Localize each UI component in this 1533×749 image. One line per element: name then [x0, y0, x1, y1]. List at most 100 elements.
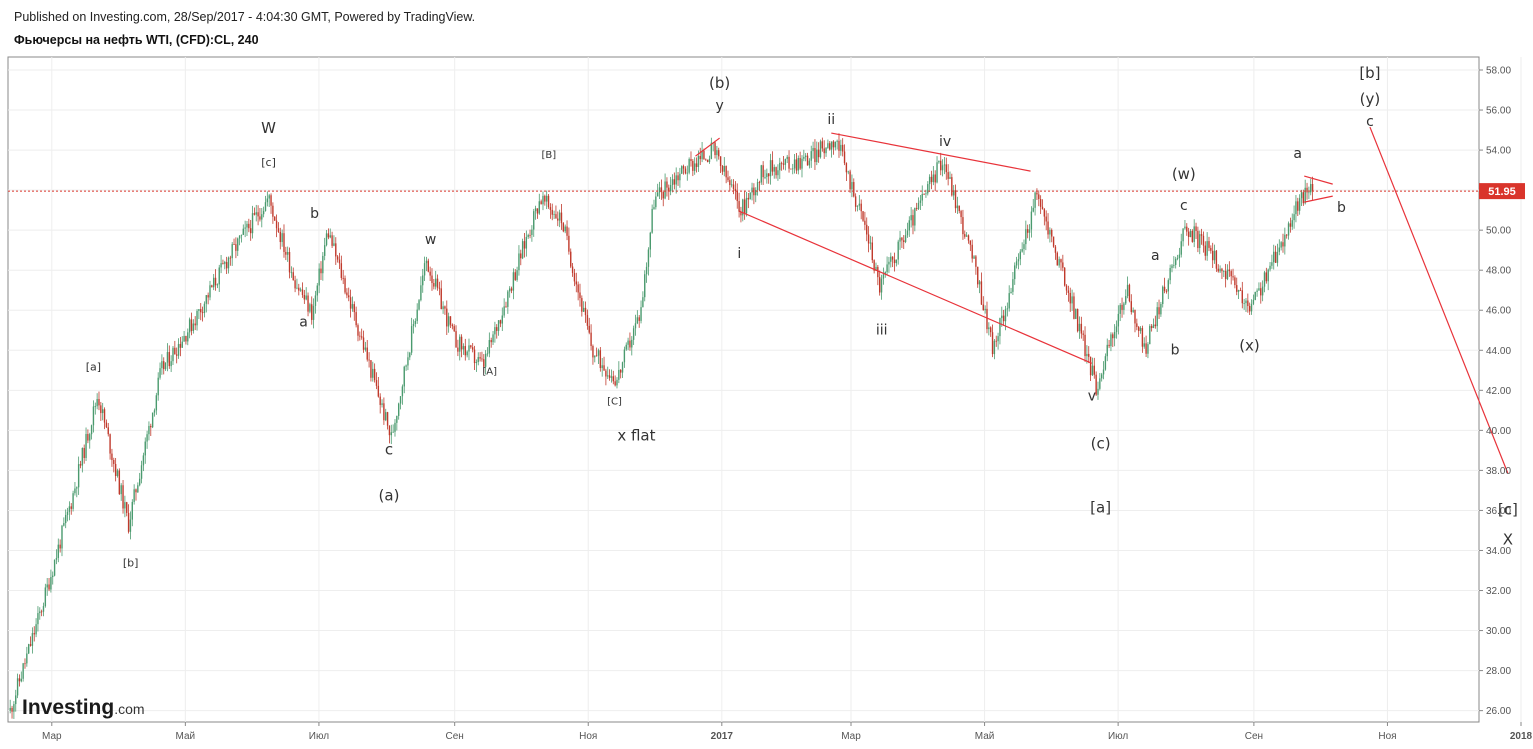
candle-up — [1169, 268, 1171, 281]
candle-down — [762, 165, 764, 178]
wave-label: W — [261, 119, 276, 137]
candle-up — [516, 270, 518, 280]
candle-down — [29, 644, 32, 646]
y-axis: 58.0056.0054.0052.0050.0048.0046.0044.00… — [1479, 66, 1511, 717]
y-tick-label: 34.00 — [1486, 546, 1511, 557]
candle-down — [499, 320, 502, 324]
candle-down — [614, 381, 616, 386]
candle-up — [1189, 230, 1192, 238]
candle-down — [1056, 252, 1058, 266]
candle-down — [348, 295, 350, 298]
candle-up — [899, 237, 901, 242]
candle-up — [255, 212, 257, 215]
candle-up — [314, 295, 317, 306]
candle-up — [636, 317, 639, 324]
candle-up — [484, 353, 487, 367]
candle-up — [649, 232, 651, 250]
candle-down — [40, 611, 43, 613]
candle-up — [686, 172, 688, 174]
candle-up — [856, 205, 859, 207]
candle-up — [42, 606, 45, 612]
candle-up — [1287, 223, 1290, 236]
candle-down — [878, 277, 881, 293]
candle-down — [1060, 259, 1062, 263]
candle-up — [1167, 280, 1169, 292]
candle-down — [451, 324, 454, 327]
candle-down — [335, 243, 337, 257]
wave-lines — [695, 126, 1509, 474]
candle-up — [161, 361, 163, 369]
candle-down — [1215, 250, 1218, 269]
candle-up — [1162, 286, 1164, 305]
candle-down — [33, 633, 35, 635]
candle-down — [575, 281, 577, 285]
candle-down — [70, 506, 72, 509]
candle-down — [1191, 230, 1194, 242]
candle-up — [1113, 332, 1116, 339]
candle-down — [259, 216, 261, 220]
wave-label: (b) — [709, 74, 730, 92]
candle-down — [427, 260, 429, 272]
candle-up — [142, 455, 145, 466]
candle-up — [422, 275, 424, 286]
candle-up — [268, 195, 270, 199]
candle-up — [1206, 241, 1208, 256]
candle-down — [854, 196, 857, 207]
candle-down — [877, 266, 879, 278]
candle-down — [514, 272, 516, 280]
candle-up — [286, 252, 289, 255]
symbol-title: Фьючерсы на нефть WTI, (CFD):CL, 240 — [14, 33, 259, 47]
candle-up — [1119, 304, 1121, 314]
candle-up — [1156, 307, 1158, 327]
candle-up — [323, 245, 326, 256]
candle-up — [1308, 192, 1310, 194]
candle-down — [126, 502, 128, 513]
candle-up — [148, 425, 150, 435]
candle-up — [1180, 241, 1182, 255]
candle-up — [407, 357, 409, 366]
candle-down — [584, 307, 587, 316]
candle-up — [904, 235, 907, 243]
candle-down — [1217, 268, 1219, 272]
candle-down — [1210, 247, 1212, 251]
candle-down — [912, 215, 914, 226]
candle-up — [1147, 344, 1149, 354]
candle-down — [1112, 334, 1114, 339]
candle-down — [1234, 277, 1236, 286]
candle-down — [1047, 221, 1049, 235]
candle-down — [275, 220, 278, 229]
candle-up — [305, 295, 307, 300]
grid — [8, 57, 1522, 722]
wave-label: [a] — [86, 360, 101, 373]
candle-down — [867, 234, 870, 244]
candle-up — [266, 198, 269, 203]
candle-down — [568, 235, 570, 252]
candle-down — [995, 340, 997, 342]
wave-label: (a) — [379, 486, 400, 504]
candle-down — [980, 281, 983, 305]
candle-up — [938, 160, 940, 163]
candle-up — [965, 235, 968, 237]
y-tick-label: 42.00 — [1486, 386, 1511, 397]
candle-up — [1243, 303, 1245, 304]
candle-up — [830, 141, 833, 150]
candle-down — [853, 182, 855, 197]
candle-up — [914, 207, 916, 226]
candle-down — [479, 357, 481, 359]
candle-up — [151, 412, 154, 428]
candle-down — [496, 327, 498, 331]
candle-up — [468, 345, 470, 352]
candle-down — [780, 162, 783, 164]
candle-down — [111, 453, 113, 461]
candle-down — [194, 323, 196, 326]
candle-down — [1051, 229, 1053, 237]
candle-up — [312, 305, 315, 320]
candle-down — [1084, 334, 1086, 357]
candle-down — [536, 208, 539, 214]
candle-down — [1134, 309, 1136, 324]
candle-down — [190, 319, 193, 331]
candle-up — [1171, 265, 1173, 269]
candle-down — [455, 331, 457, 348]
candle-up — [16, 678, 19, 696]
